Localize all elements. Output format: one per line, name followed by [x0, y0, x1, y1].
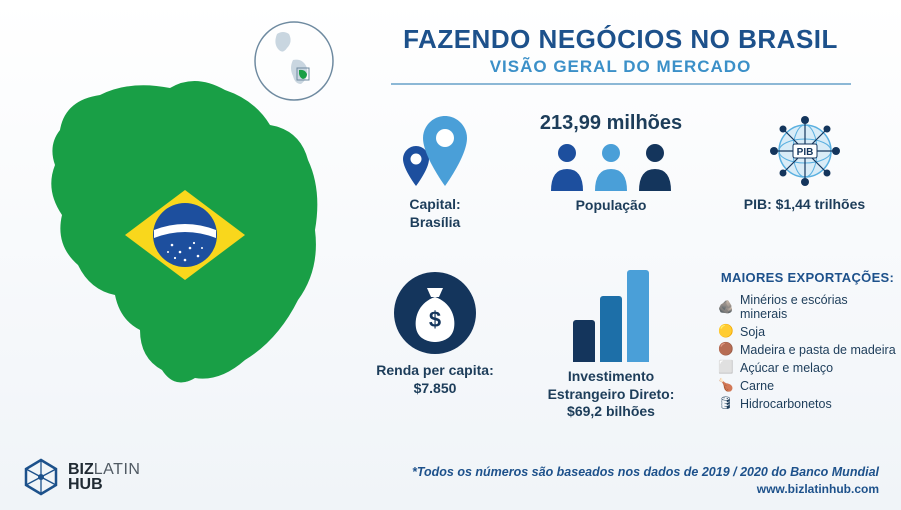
stat-income: $ Renda per capita: $7.850 [360, 270, 510, 430]
bar-3 [627, 270, 649, 362]
export-item: 🪨 Minérios e escórias minerais [718, 293, 897, 321]
header-divider [391, 83, 851, 85]
population-label: População [576, 197, 647, 215]
brazil-map-svg [20, 70, 330, 400]
export-icon: 🟡 [718, 324, 732, 339]
svg-text:$: $ [429, 307, 441, 332]
page-subtitle: VISÃO GERAL DO MERCADO [360, 57, 881, 77]
export-label: Soja [740, 325, 765, 339]
export-item: 🟤 Madeira e pasta de madeira [718, 342, 897, 357]
logo-text: BIZLATIN HUB [68, 462, 140, 492]
people-icon [548, 139, 674, 191]
fdi-label: Investimento Estrangeiro Direto: $69,2 b… [548, 368, 675, 421]
bar-chart-icon [573, 270, 649, 362]
footnote: *Todos os números são baseados nos dados… [412, 465, 879, 479]
exports-title: MAIORES EXPORTAÇÕES: [721, 270, 894, 285]
income-label: Renda per capita: $7.850 [376, 362, 493, 397]
export-icon: ⬜ [718, 360, 732, 375]
capital-pins-icon [403, 112, 467, 190]
export-item: ⬜ Açúcar e melaço [718, 360, 897, 375]
footer: BIZLATIN HUB *Todos os números são basea… [22, 458, 879, 496]
header: FAZENDO NEGÓCIOS NO BRASIL VISÃO GERAL D… [360, 24, 881, 85]
stat-gdp: PIB PIB: $1,44 trilhões [712, 112, 897, 262]
logo-icon [22, 458, 60, 496]
export-label: Hidrocarbonetos [740, 397, 832, 411]
export-label: Açúcar e melaço [740, 361, 833, 375]
export-icon: 🪨 [718, 300, 732, 315]
population-value: 213,99 milhões [540, 112, 682, 135]
export-item: 🍗 Carne [718, 378, 897, 393]
stat-exports: MAIORES EXPORTAÇÕES: 🪨 Minérios e escória… [712, 270, 897, 430]
exports-list: 🪨 Minérios e escórias minerais 🟡 Soja 🟤 Mad… [718, 293, 897, 414]
stats-grid: Capital: Brasília 213,99 milhões Populaç… [360, 112, 881, 430]
logo-bottom: HUB [68, 476, 103, 493]
globe-inset [253, 20, 335, 102]
footer-right: *Todos os números são baseados nos dados… [412, 465, 879, 496]
export-icon: 🟤 [718, 342, 732, 357]
export-label: Madeira e pasta de madeira [740, 343, 896, 357]
stat-capital: Capital: Brasília [360, 112, 510, 262]
capital-label: Capital: Brasília [409, 196, 460, 231]
export-item: 🛢 Hidrocarbonetos [718, 396, 897, 411]
page-title: FAZENDO NEGÓCIOS NO BRASIL [360, 24, 881, 55]
export-item: 🟡 Soja [718, 324, 897, 339]
money-bag-icon: $ [392, 270, 478, 356]
bar-2 [600, 296, 622, 362]
export-icon: 🛢 [718, 396, 732, 411]
gdp-label: PIB: $1,44 trilhões [744, 196, 865, 214]
brazil-map [20, 70, 330, 400]
export-label: Carne [740, 379, 774, 393]
export-icon: 🍗 [718, 378, 732, 393]
stat-fdi: Investimento Estrangeiro Direto: $69,2 b… [516, 270, 706, 430]
logo: BIZLATIN HUB [22, 458, 140, 496]
pib-badge-text: PIB [796, 147, 813, 158]
bar-1 [573, 320, 595, 362]
gdp-globe-icon: PIB [766, 112, 844, 190]
export-label: Minérios e escórias minerais [740, 293, 897, 321]
stat-population: 213,99 milhões População [516, 112, 706, 262]
footer-url: www.bizlatinhub.com [412, 482, 879, 496]
